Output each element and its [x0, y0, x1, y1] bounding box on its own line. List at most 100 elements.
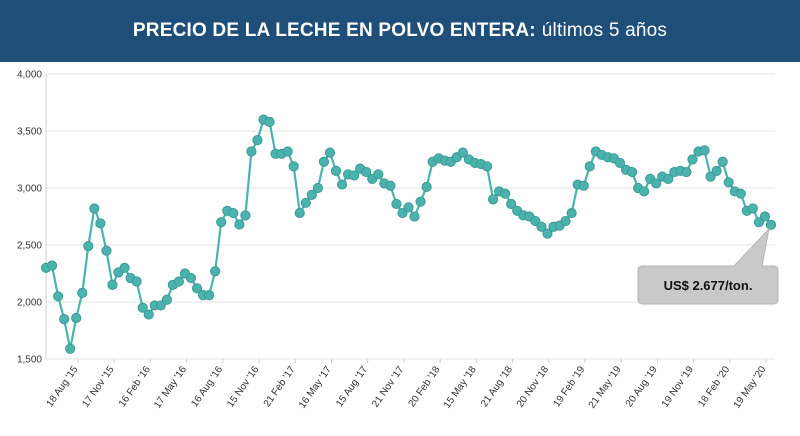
- x-tick-label: 19 May '20: [732, 364, 769, 410]
- data-point: [578, 180, 589, 191]
- data-point: [639, 186, 650, 197]
- data-point: [173, 276, 185, 287]
- data-point: [415, 196, 426, 207]
- data-point: [161, 294, 172, 305]
- y-tick-label: 1,500: [17, 355, 42, 366]
- x-tick-label: 21 Feb '17: [262, 364, 298, 409]
- data-point: [234, 219, 245, 230]
- x-tick-label: 17 May '16: [152, 364, 189, 410]
- y-tick-label: 2,500: [17, 241, 42, 252]
- data-point: [228, 207, 239, 219]
- chart-title-bold: PRECIO DE LA LECHE EN POLVO ENTERA:: [132, 20, 536, 41]
- chart-title-rest: últimos 5 años: [541, 20, 668, 41]
- last-price-callout: US$ 2.677/ton.: [637, 227, 779, 305]
- x-tick-label: 21 May '19: [587, 364, 624, 410]
- data-point: [723, 177, 734, 188]
- data-point: [711, 165, 722, 177]
- data-point: [584, 161, 595, 172]
- data-point: [83, 241, 94, 252]
- x-tick-label: 16 Feb '16: [117, 364, 153, 409]
- data-point: [306, 189, 317, 200]
- data-point: [46, 260, 58, 271]
- data-point: [300, 197, 311, 208]
- x-tick-label: 18 Aug '15: [45, 364, 81, 409]
- data-point: [101, 245, 112, 256]
- x-tick-label: 16 May '17: [297, 364, 334, 410]
- data-point: [71, 312, 82, 324]
- callout-bubble: [637, 227, 779, 305]
- data-point: [137, 302, 148, 313]
- x-tick-label: 16 Aug '16: [189, 364, 225, 409]
- data-point: [765, 219, 777, 230]
- x-tick-label: 20 Feb '18: [407, 364, 443, 409]
- chart-title-bar: PRECIO DE LA LECHE EN POLVO ENTERA: últi…: [0, 0, 800, 62]
- data-point: [95, 218, 106, 229]
- data-point: [119, 262, 130, 273]
- x-tick-label: 21 Aug '18: [479, 364, 515, 409]
- data-point: [240, 210, 251, 221]
- data-point: [65, 343, 76, 354]
- data-point: [506, 198, 517, 210]
- data-point: [500, 188, 511, 199]
- data-point: [246, 146, 257, 157]
- data-point: [681, 166, 692, 178]
- price-line: [45, 118, 772, 350]
- data-point: [330, 165, 342, 177]
- data-point: [361, 166, 372, 178]
- y-tick-label: 4,000: [17, 70, 42, 81]
- x-axis: 18 Aug '15 17 Nov '15 16 Feb '16 17 May '16…: [45, 359, 769, 411]
- data-point: [59, 314, 70, 325]
- data-point: [717, 156, 728, 167]
- data-point: [735, 188, 746, 199]
- x-tick-label: 19 Nov '19: [660, 364, 697, 410]
- x-tick-label: 17 Nov '15: [80, 364, 117, 410]
- data-point: [687, 154, 698, 165]
- data-point: [385, 180, 396, 191]
- data-point: [107, 279, 118, 290]
- data-point: [52, 291, 64, 302]
- price-series: [40, 114, 777, 354]
- data-point: [409, 211, 420, 222]
- data-point: [349, 170, 360, 181]
- data-point: [264, 116, 275, 127]
- data-point: [626, 166, 638, 178]
- data-point: [481, 161, 493, 172]
- x-tick-label: 15 Nov '16: [225, 364, 262, 410]
- x-tick-label: 21 Nov '17: [370, 364, 407, 410]
- y-axis: 1,500 2,000 2,500 3,000 3,500 4,000: [17, 70, 47, 366]
- x-tick-label: 15 May '18: [442, 364, 479, 410]
- data-point: [185, 272, 197, 284]
- data-point: [487, 194, 499, 205]
- data-point: [282, 146, 293, 157]
- data-point: [566, 207, 577, 219]
- data-point: [143, 309, 154, 320]
- callout-label: US$ 2.677/ton.: [664, 278, 753, 293]
- data-point: [294, 207, 305, 219]
- x-tick-label: 18 Feb '20: [696, 364, 732, 409]
- data-point: [131, 276, 142, 287]
- data-point: [312, 182, 323, 194]
- data-point: [324, 147, 336, 158]
- data-point: [560, 215, 571, 227]
- data-point: [210, 266, 221, 277]
- data-point: [252, 135, 263, 146]
- data-point: [536, 221, 547, 232]
- data-point: [391, 198, 402, 210]
- data-point: [318, 156, 330, 167]
- data-point: [651, 178, 662, 189]
- x-tick-label: 19 Feb '19: [551, 364, 587, 409]
- data-point: [77, 287, 88, 298]
- data-point: [747, 203, 758, 214]
- data-point: [614, 157, 626, 169]
- data-point: [421, 181, 432, 192]
- y-tick-label: 3,000: [17, 184, 42, 195]
- milk-powder-price-chart: 1,500 2,000 2,500 3,000 3,500 4,000 18 Aug '1…: [17, 70, 779, 411]
- data-point: [457, 147, 468, 158]
- data-point: [89, 203, 100, 214]
- data-point: [542, 228, 553, 239]
- data-point: [373, 169, 384, 180]
- data-point: [288, 161, 299, 172]
- data-point: [403, 202, 414, 213]
- x-tick-label: 20 Aug '19: [624, 364, 660, 409]
- data-point: [191, 283, 203, 294]
